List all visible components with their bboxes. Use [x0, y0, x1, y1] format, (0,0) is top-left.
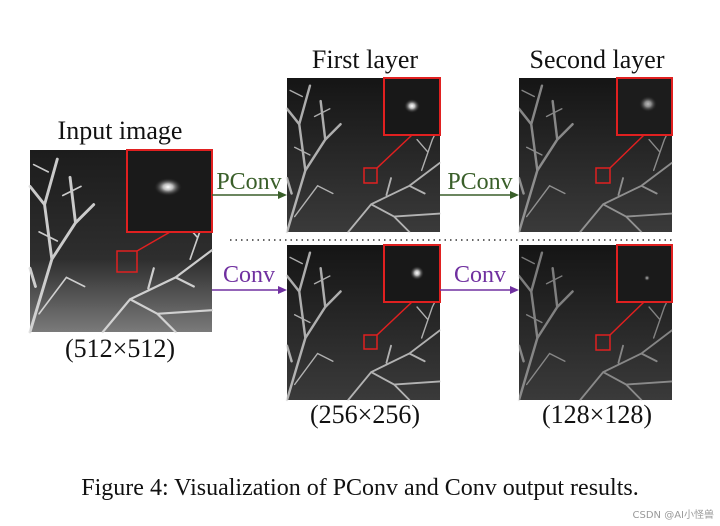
- size-label: (256×256): [310, 400, 420, 429]
- arrow-label: PConv: [447, 169, 512, 195]
- second-layer-pconv: [517, 77, 674, 234]
- column-title: Second layer: [529, 45, 664, 74]
- caption: Figure 4: Visualization of PConv and Con…: [81, 475, 638, 501]
- arrow-label: Conv: [454, 262, 506, 288]
- size-label: (128×128): [542, 400, 652, 429]
- arrow-label: PConv: [216, 169, 281, 195]
- arrow-label: Conv: [223, 262, 275, 288]
- column-title: Input image: [58, 116, 183, 145]
- first-layer-conv: [285, 244, 442, 402]
- column-title: First layer: [312, 45, 418, 74]
- arrow: [212, 286, 519, 294]
- first-layer-pconv: [285, 77, 442, 234]
- arrow: [212, 191, 519, 199]
- size-label: (512×512): [65, 334, 175, 363]
- second-layer-conv: [517, 244, 674, 402]
- input-image: [28, 149, 214, 334]
- watermark: CSDN @AI小怪兽: [633, 508, 714, 521]
